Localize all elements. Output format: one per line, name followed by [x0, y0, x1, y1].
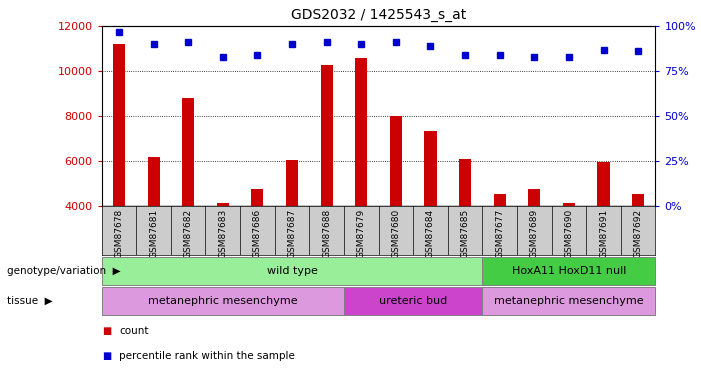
Text: percentile rank within the sample: percentile rank within the sample	[119, 351, 295, 361]
Text: tissue  ▶: tissue ▶	[7, 296, 53, 306]
Text: GSM87682: GSM87682	[184, 209, 193, 258]
Bar	[147, 157, 160, 206]
Bar	[459, 159, 471, 206]
Text: GSM87684: GSM87684	[426, 209, 435, 258]
Bar	[529, 189, 540, 206]
Text: count: count	[119, 326, 149, 336]
Text: genotype/variation  ▶: genotype/variation ▶	[7, 266, 121, 276]
Text: ■: ■	[102, 326, 111, 336]
Text: GSM87680: GSM87680	[391, 209, 400, 258]
Bar	[390, 116, 402, 206]
Text: ureteric bud: ureteric bud	[379, 296, 447, 306]
Title: GDS2032 / 1425543_s_at: GDS2032 / 1425543_s_at	[291, 9, 466, 22]
Text: GSM87690: GSM87690	[564, 209, 573, 258]
Bar	[482, 287, 655, 315]
Bar	[632, 194, 644, 206]
Bar	[217, 203, 229, 206]
Text: GSM87685: GSM87685	[461, 209, 470, 258]
Text: GSM87681: GSM87681	[149, 209, 158, 258]
Bar	[424, 131, 437, 206]
Bar	[494, 194, 505, 206]
Text: wild type: wild type	[266, 266, 318, 276]
Bar	[320, 64, 333, 206]
Text: GSM87692: GSM87692	[634, 209, 643, 258]
Text: GSM87687: GSM87687	[287, 209, 297, 258]
Text: GSM87691: GSM87691	[599, 209, 608, 258]
Bar	[563, 203, 575, 206]
Text: GSM87683: GSM87683	[218, 209, 227, 258]
Bar	[355, 58, 367, 206]
Text: GSM87689: GSM87689	[530, 209, 539, 258]
Bar	[344, 287, 482, 315]
Text: ■: ■	[102, 351, 111, 361]
Text: GSM87686: GSM87686	[253, 209, 262, 258]
Bar	[113, 44, 125, 206]
Text: GSM87678: GSM87678	[114, 209, 123, 258]
Bar	[102, 287, 344, 315]
Text: GSM87679: GSM87679	[357, 209, 366, 258]
Bar	[182, 98, 194, 206]
Bar	[597, 162, 610, 206]
Text: HoxA11 HoxD11 null: HoxA11 HoxD11 null	[512, 266, 626, 276]
Bar	[482, 257, 655, 285]
Bar	[102, 257, 482, 285]
Text: GSM87688: GSM87688	[322, 209, 331, 258]
Text: metanephric mesenchyme: metanephric mesenchyme	[148, 296, 298, 306]
Bar	[286, 160, 298, 206]
Bar	[252, 189, 264, 206]
Text: metanephric mesenchyme: metanephric mesenchyme	[494, 296, 644, 306]
Text: GSM87677: GSM87677	[495, 209, 504, 258]
